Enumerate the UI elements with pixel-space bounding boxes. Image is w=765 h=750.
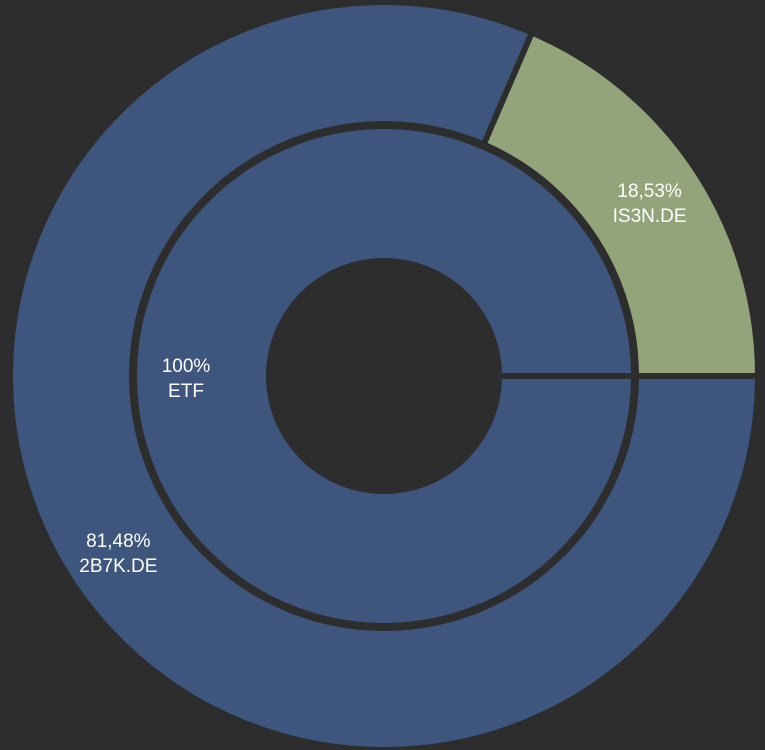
slice-percent: 18,53% bbox=[617, 181, 682, 202]
slices-layer bbox=[11, 3, 757, 749]
slice-name: ETF bbox=[168, 381, 204, 402]
outer-slice-label-is3n-de: 18,53% IS3N.DE bbox=[613, 181, 687, 227]
outer-outline bbox=[11, 3, 757, 749]
slice-separator bbox=[480, 33, 534, 146]
outer-slice-2b7k-de bbox=[11, 3, 756, 748]
outer-slice-is3n-de bbox=[483, 34, 756, 376]
labels-layer: 100% ETF 18,53% IS3N.DE 81,48% 2B7K.DE bbox=[79, 181, 686, 577]
slice-name: IS3N.DE bbox=[613, 206, 687, 227]
slice-percent: 100% bbox=[162, 356, 211, 377]
inner-slice-etf bbox=[134, 126, 634, 626]
inner-slice-label-etf: 100% ETF bbox=[162, 356, 211, 402]
slice-percent: 81,48% bbox=[86, 531, 151, 552]
ring-gap bbox=[129, 121, 639, 631]
slice-name: 2B7K.DE bbox=[79, 556, 157, 577]
outer-slice-label-2b7k-de: 81,48% 2B7K.DE bbox=[79, 531, 157, 577]
